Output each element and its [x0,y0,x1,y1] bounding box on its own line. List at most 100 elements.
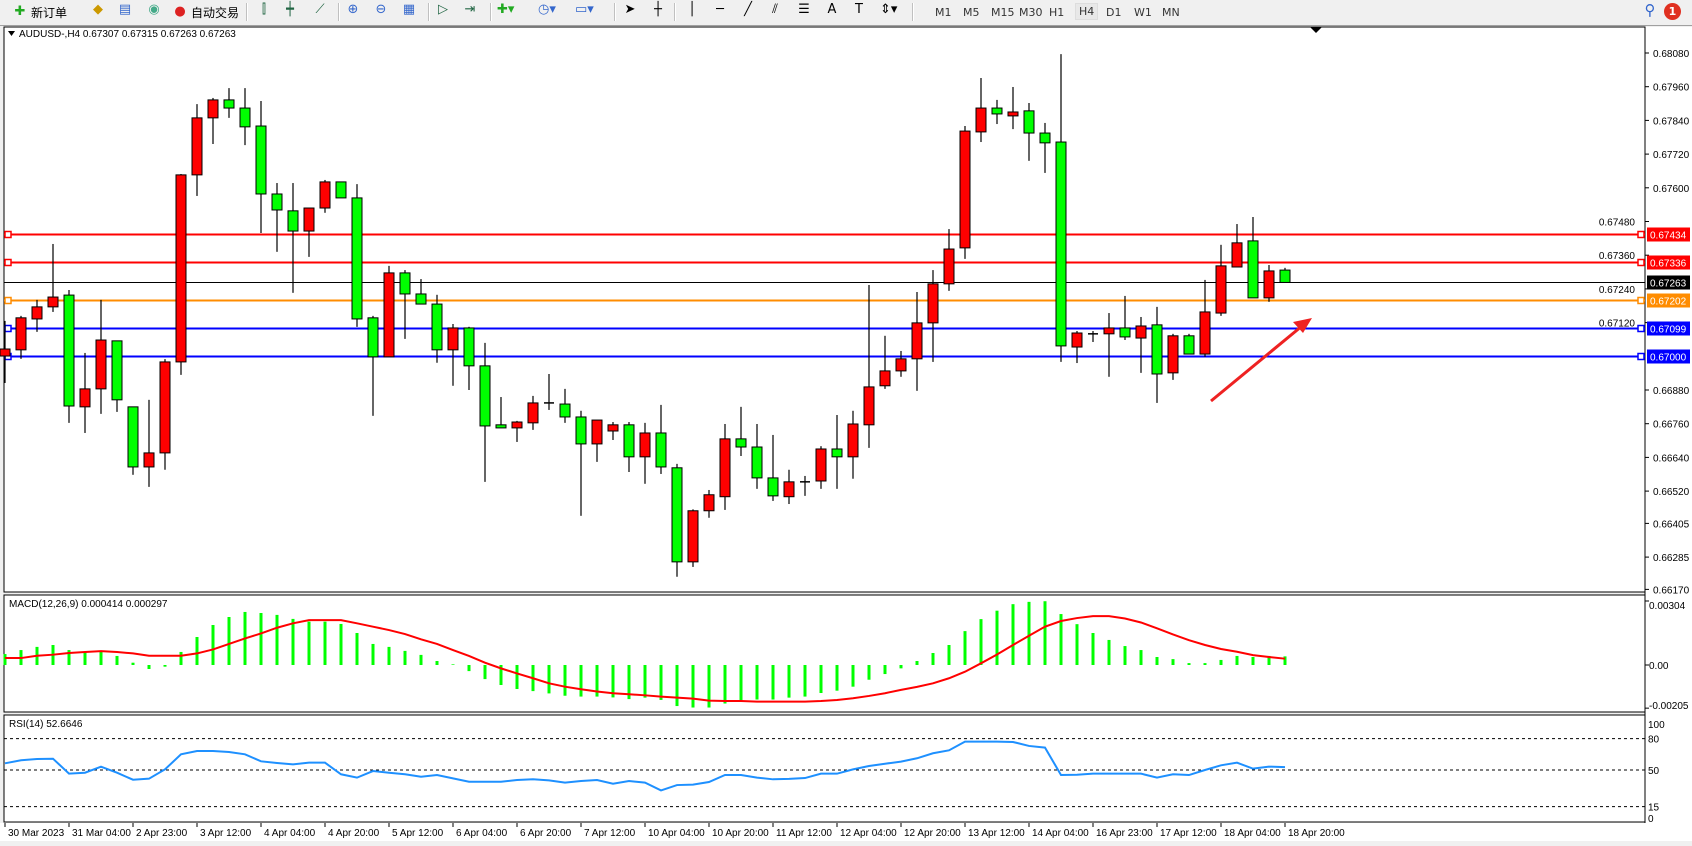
candlestick-icon[interactable]: ┿ [286,2,294,17]
timeframe-m5[interactable]: M5 [963,6,980,19]
chart-shift-marker[interactable] [1310,27,1322,33]
time-label: 6 Apr 04:00 [456,828,508,839]
line-anchor-handle[interactable] [4,258,12,267]
candle-body [879,370,891,387]
line-anchor-handle[interactable] [1637,258,1645,267]
line-anchor-handle[interactable] [1637,230,1645,239]
vertical-line-icon[interactable]: │ [688,2,696,17]
candle [975,77,987,143]
candle [559,388,571,423]
autoscroll-icon[interactable]: ▷ [438,2,448,17]
arrows-icon[interactable]: ⇕▾ [880,2,898,17]
candle [815,446,827,489]
market-watch-icon[interactable]: ▤ [118,2,132,17]
timeframe-d1[interactable]: D1 [1106,6,1122,19]
collapse-triangle-icon[interactable] [8,31,15,36]
candle [63,290,75,423]
candle-body [447,327,459,351]
crosshair-icon[interactable]: ┼ [654,2,662,17]
candle [223,88,235,118]
line-anchor-handle[interactable] [4,230,12,239]
candle [1071,331,1083,364]
cursor-icon[interactable]: ➤ [624,2,636,17]
price-tick-label: 0.67960 [1653,83,1690,94]
line-chart-icon[interactable]: ⟋ [315,2,325,17]
candle [911,291,923,391]
fibonacci-icon[interactable]: ☰ [798,2,810,17]
search-icon[interactable]: ⚲ [1644,1,1656,19]
candles [0,54,1291,577]
auto-trading-button[interactable]: ● 自动交易 [172,2,239,22]
signal-icon[interactable]: ◉ [148,2,160,17]
candle [111,340,123,412]
time-label: 4 Apr 04:00 [264,828,316,839]
candle [335,181,347,199]
candle [207,97,219,144]
rsi-tick-label: 50 [1648,766,1660,777]
timeframe-h1[interactable]: H1 [1049,6,1065,19]
templates-icon[interactable]: ▭▾ [575,2,594,17]
candle [1215,244,1227,316]
tile-windows-icon[interactable]: ▦ [402,2,416,17]
candle [495,397,507,429]
timeframe-w1[interactable]: W1 [1134,6,1152,19]
time-label: 7 Apr 12:00 [584,828,636,839]
rsi-tick-label: 15 [1648,803,1660,814]
candle-body [287,210,299,232]
new-order-button[interactable]: ✚ 新订单 [12,2,67,22]
periods-icon[interactable]: ◷▾ [538,2,556,17]
zoom-out-icon[interactable]: ⊖ [375,2,387,17]
candle [895,350,907,377]
line-anchor-handle[interactable] [1637,296,1645,305]
candle-body [95,339,107,390]
candle-body [959,130,971,249]
candle [623,422,635,473]
text-label-icon[interactable]: T [855,2,863,17]
candle [1263,265,1275,302]
new-order-icon: ✚ [14,4,26,19]
line-anchor-handle[interactable] [4,296,12,305]
bar-chart-icon[interactable]: ⫿ [261,2,267,17]
timeframe-m15[interactable]: M15 [991,6,1015,19]
candle [735,406,747,456]
candle-body [495,424,507,429]
candle [800,475,810,496]
trendline-icon[interactable]: ╱ [744,2,752,17]
candle-body [0,348,11,357]
line-anchor-handle[interactable] [1637,324,1645,333]
chart-window[interactable]: 0.68080 0.67960 0.67840 0.67720 0.67600 0.674… [0,26,1692,846]
chart-shift-icon[interactable]: ⇥ [464,2,476,17]
zoom-in-icon[interactable]: ⊕ [347,2,359,17]
candle [991,99,1003,125]
candle-body [31,306,43,320]
text-icon[interactable]: A [827,2,837,17]
candle [863,284,875,448]
arrow-annotation[interactable] [1210,318,1312,403]
candle-body [927,283,939,324]
horizontal-line-icon[interactable]: ─ [716,2,724,17]
price-tag [1647,275,1690,290]
candle-body [191,117,203,176]
indicators-icon[interactable]: ✚▾ [497,2,515,17]
timeframe-m1[interactable]: M1 [935,6,952,19]
candle [399,270,411,339]
candle-body [79,388,91,408]
candle [1199,279,1211,357]
candle-body [479,365,491,427]
candle-body [991,107,1003,115]
candle-body [1199,311,1211,355]
timeframe-mn[interactable]: MN [1162,6,1180,19]
line-anchor-handle[interactable] [1637,352,1645,361]
candle [639,422,651,484]
candle [671,463,683,577]
folder-icon[interactable]: ◆ [93,2,103,17]
timeframe-m30[interactable]: M30 [1019,6,1043,19]
timeframe-h4[interactable]: H4 [1075,3,1099,20]
equidistant-channel-icon[interactable]: ⫽ [772,2,778,17]
candle-body [751,446,763,479]
notifications-button[interactable]: 1 [1664,1,1681,21]
main-panel [3,26,1646,593]
candle-body [591,419,603,445]
line-anchor-handle[interactable] [4,324,12,333]
price-tag-label: 0.67202 [1650,297,1687,308]
